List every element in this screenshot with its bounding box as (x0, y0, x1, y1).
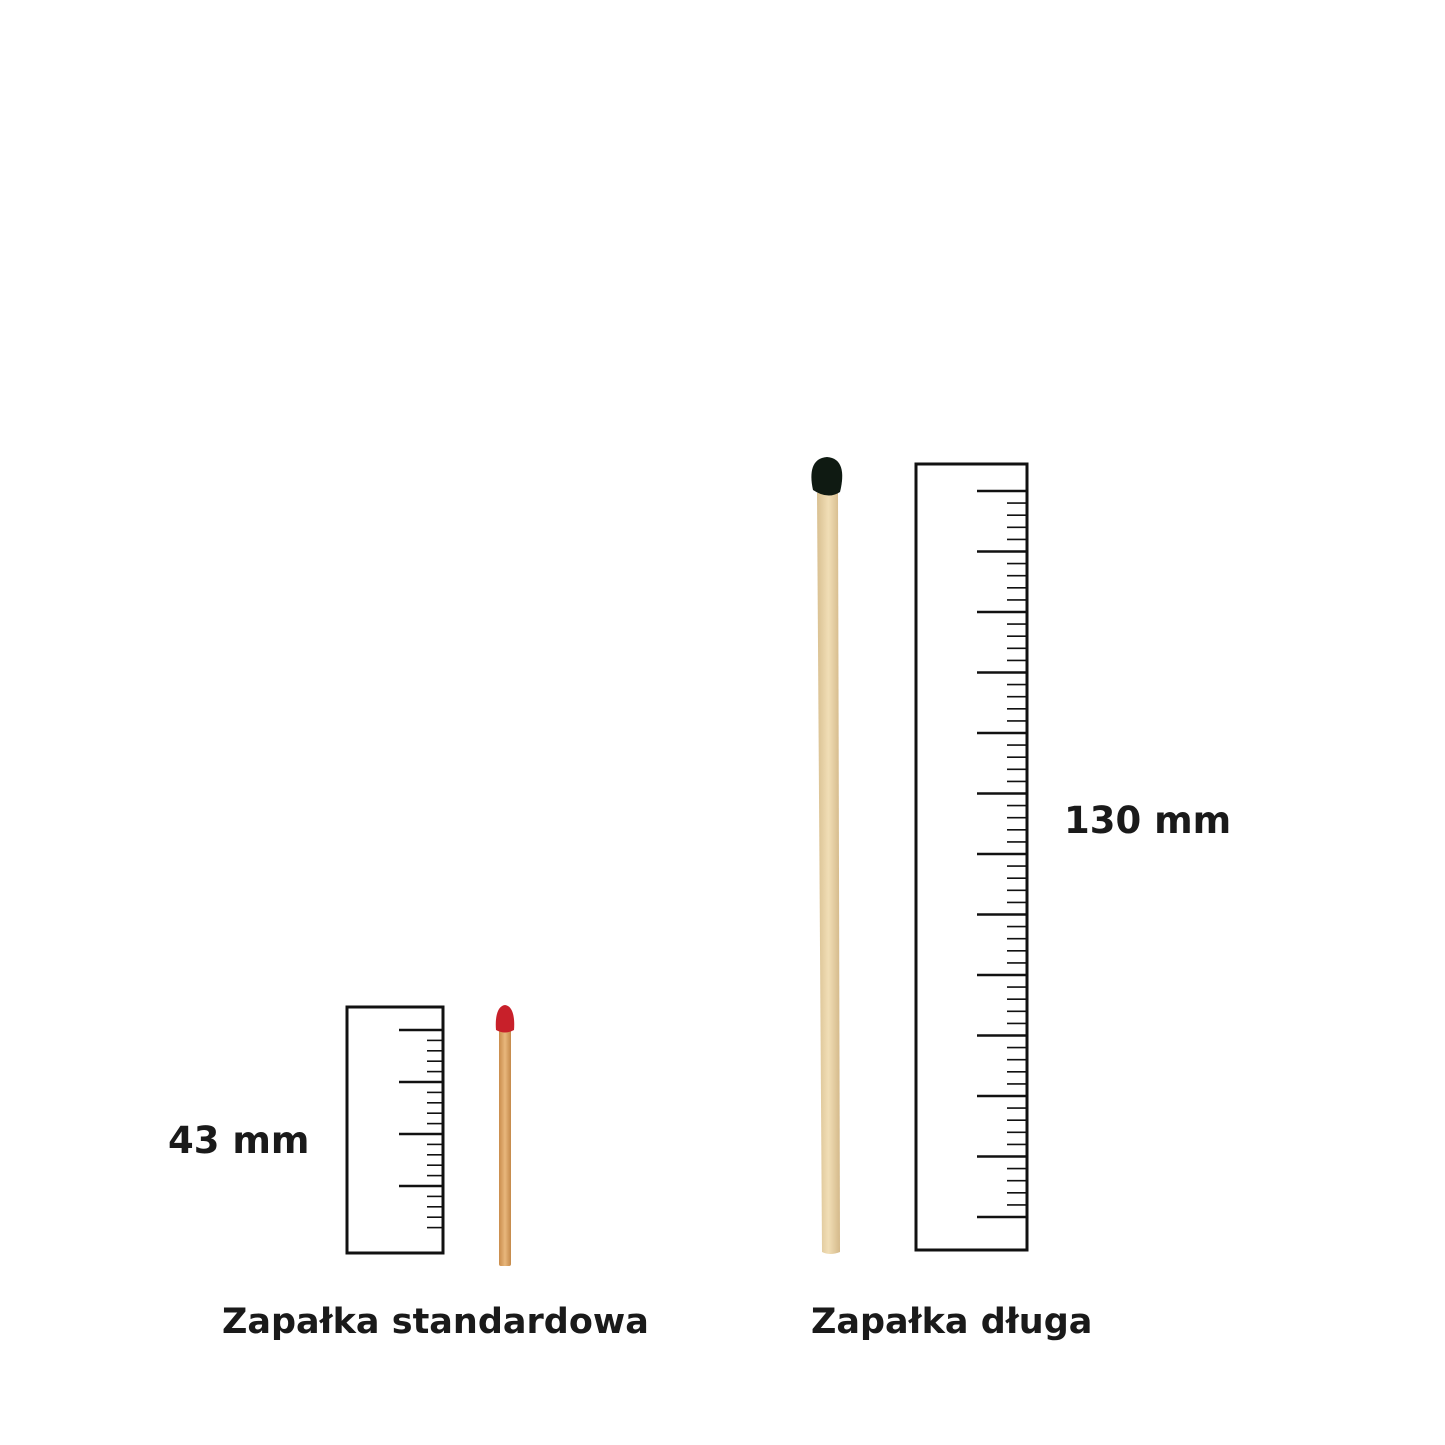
ruler-standard-ticks (399, 1028, 443, 1229)
long-length-label: 130 mm (1064, 799, 1232, 842)
long-match-head (811, 457, 843, 496)
standard-match-stick (499, 1030, 511, 1266)
standard-match-head (495, 1005, 515, 1033)
standard-caption: Zapałka standardowa (222, 1302, 649, 1342)
standard-length-label: 43 mm (168, 1119, 310, 1162)
ruler-long-ticks (977, 489, 1027, 1219)
ruler-standard (345, 1005, 445, 1255)
long-caption: Zapałka długa (811, 1302, 1093, 1342)
long-match-stick (817, 493, 840, 1254)
ruler-long (914, 462, 1029, 1252)
